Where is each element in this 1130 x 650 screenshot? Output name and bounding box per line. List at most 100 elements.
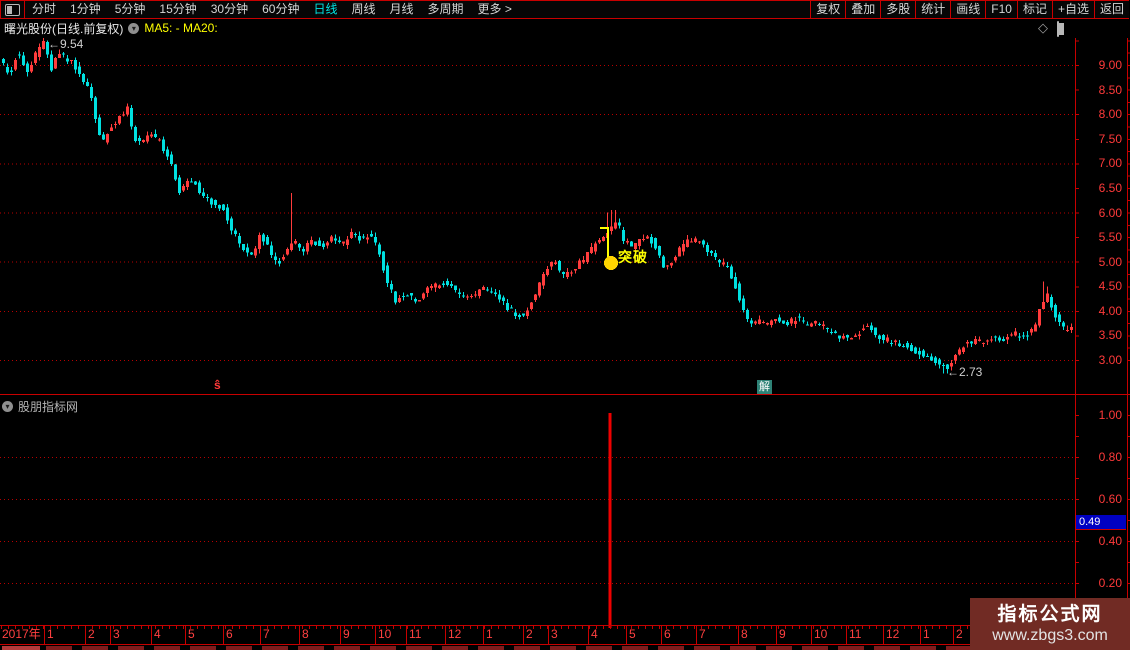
- status-strip-fragment: [658, 646, 684, 650]
- period-menu: 分时 1分钟 5分钟 15分钟 30分钟 60分钟 日线 周线 月线 多周期 更多 >: [25, 1, 519, 18]
- time-axis-month-label: 3: [548, 626, 590, 644]
- indicator-axis-label: 1.00: [1098, 408, 1122, 422]
- price-annotation: ←9.54: [48, 37, 84, 51]
- status-strip-fragment: [910, 646, 936, 650]
- time-axis-month-label: 2017年: [2, 627, 41, 641]
- toolbar-period-item[interactable]: 更多 >: [477, 2, 512, 16]
- toolbar-period-item[interactable]: 5分钟: [114, 2, 146, 16]
- status-strip-fragment: [514, 646, 540, 650]
- status-strip-fragment: [370, 646, 396, 650]
- status-strip-fragment: [334, 646, 360, 650]
- status-strip-fragment: [154, 646, 180, 650]
- time-axis-month-label: 2: [85, 626, 112, 644]
- toolbar-period-item[interactable]: 多周期: [427, 2, 464, 16]
- top-toolbar: 分时 1分钟 5分钟 15分钟 30分钟 60分钟 日线 周线 月线 多周期 更多 > 复权 叠加 多股…: [0, 0, 1129, 19]
- sell-signal-mark: ŝ: [214, 378, 221, 392]
- status-strip-fragment: [838, 646, 864, 650]
- toolbar-action-item[interactable]: 叠加: [845, 1, 880, 18]
- toolbar-period-item[interactable]: 分时: [32, 2, 57, 16]
- buy-signal-label: 突破: [618, 249, 648, 265]
- price-axis-label: 9.00: [1098, 58, 1122, 72]
- price-axis-label: 7.50: [1098, 131, 1122, 146]
- indicator-name: 股朋指标网: [18, 400, 79, 414]
- toolbar-period-item[interactable]: 1分钟: [70, 2, 101, 16]
- status-strip-fragment: [946, 646, 972, 650]
- status-strip-fragment: [298, 646, 324, 650]
- toolbar-period-item[interactable]: 15分钟: [159, 2, 197, 16]
- time-axis: 2017年 1 2 3 4 5 6 7 8 9 10 11 12 1 2 3 4 5 6 7 8 9 10 11 12 1 2: [0, 626, 1075, 644]
- chart-title: 曙光股份(日线.前复权): [4, 21, 124, 36]
- indicator-axis-label: 0.80: [1098, 450, 1122, 464]
- time-axis-month-label: 5: [626, 626, 663, 644]
- toolbar-period-item[interactable]: 日线: [313, 2, 338, 16]
- price-axis-label: 3.00: [1098, 353, 1122, 367]
- time-axis-month-label: 7: [260, 626, 301, 644]
- price-axis-label: 6.50: [1098, 180, 1122, 195]
- price-annotation: ←2.73: [947, 365, 983, 379]
- toolbar-action-item[interactable]: 复权: [810, 1, 845, 18]
- time-axis-month-label: 9: [340, 626, 377, 644]
- time-axis-month-label: 1: [44, 626, 87, 644]
- status-strip-fragment: [550, 646, 576, 650]
- toolbar-action-item[interactable]: F10: [985, 1, 1017, 18]
- status-strip-fragment: [82, 646, 108, 650]
- toolbar-action-item[interactable]: 多股: [880, 1, 915, 18]
- status-strip-fragment: [766, 646, 792, 650]
- diamond-icon[interactable]: ◇: [1038, 20, 1048, 35]
- indicator-axis-label: 0.40: [1098, 534, 1122, 548]
- toolbar-action-item[interactable]: 返回: [1093, 1, 1129, 18]
- time-axis-month-label: 5: [185, 626, 225, 644]
- indicator-header: 股朋指标网: [2, 398, 78, 415]
- price-axis-label: 3.50: [1098, 328, 1122, 343]
- time-axis-month-label: 12: [883, 626, 922, 644]
- toolbar-period-item[interactable]: 月线: [389, 2, 414, 16]
- status-strip-fragment: [586, 646, 612, 650]
- status-strip-fragment: [802, 646, 828, 650]
- time-axis-month-label: 1: [483, 626, 525, 644]
- status-strip-fragment: [262, 646, 288, 650]
- time-axis-month-label: 7: [696, 626, 740, 644]
- toolbar-period-item[interactable]: 60分钟: [262, 2, 300, 16]
- time-axis-month-label: 3: [110, 626, 153, 644]
- watermark-title: 指标公式网: [997, 603, 1103, 625]
- chevron-down-circle-icon[interactable]: [128, 22, 140, 34]
- time-axis-month-label: 8: [299, 626, 342, 644]
- chevron-down-circle-icon[interactable]: [2, 401, 13, 412]
- price-axis-label: 4.50: [1098, 279, 1122, 294]
- status-strip-fragment: [730, 646, 756, 650]
- toolbar-period-item[interactable]: 周线: [351, 2, 376, 16]
- price-axis-label: 6.00: [1098, 205, 1122, 220]
- time-axis-month-label: 6: [223, 626, 262, 644]
- status-strip-fragment: [694, 646, 720, 650]
- status-strip-fragment: [874, 646, 900, 650]
- status-strip-fragment: [442, 646, 468, 650]
- price-axis-label: 8.00: [1098, 107, 1122, 122]
- indicator-axis-label: 0.20: [1098, 576, 1122, 590]
- time-axis-month-label: 8: [738, 626, 778, 644]
- toolbar-action-item[interactable]: 统计: [915, 1, 950, 18]
- split-window-small-icon[interactable]: [1057, 21, 1059, 37]
- price-axis-label: 5.50: [1098, 230, 1122, 245]
- watermark: 指标公式网 www.zbgs3.com: [970, 598, 1130, 650]
- toolbar-action-item[interactable]: 画线: [950, 1, 985, 18]
- status-strip-fragment: [622, 646, 648, 650]
- status-strip-fragment: [406, 646, 432, 650]
- price-axis-label: 8.50: [1098, 82, 1122, 97]
- time-axis-month-label: 2: [523, 626, 550, 644]
- time-axis-month-label: 6: [661, 626, 698, 644]
- price-axis-label: 5.00: [1098, 254, 1122, 269]
- action-menu: 复权 叠加 多股 统计 画线 F10 标记 +自选 返回: [810, 1, 1129, 18]
- status-strip-fragment: [226, 646, 252, 650]
- ma-values-label: MA5: - MA20:: [144, 21, 218, 35]
- time-axis-month-label: 4: [588, 626, 628, 644]
- time-axis-month-label: 12: [445, 626, 485, 644]
- toolbar-action-item[interactable]: +自选: [1051, 1, 1094, 18]
- toolbar-action-item[interactable]: 标记: [1016, 1, 1052, 18]
- hold-badge: 解: [757, 380, 772, 394]
- window-layout-button[interactable]: [1, 1, 25, 18]
- price-axis-label: 4.00: [1098, 303, 1122, 318]
- toolbar-period-item[interactable]: 30分钟: [210, 2, 249, 16]
- indicator-axis-label: 0.60: [1098, 492, 1122, 506]
